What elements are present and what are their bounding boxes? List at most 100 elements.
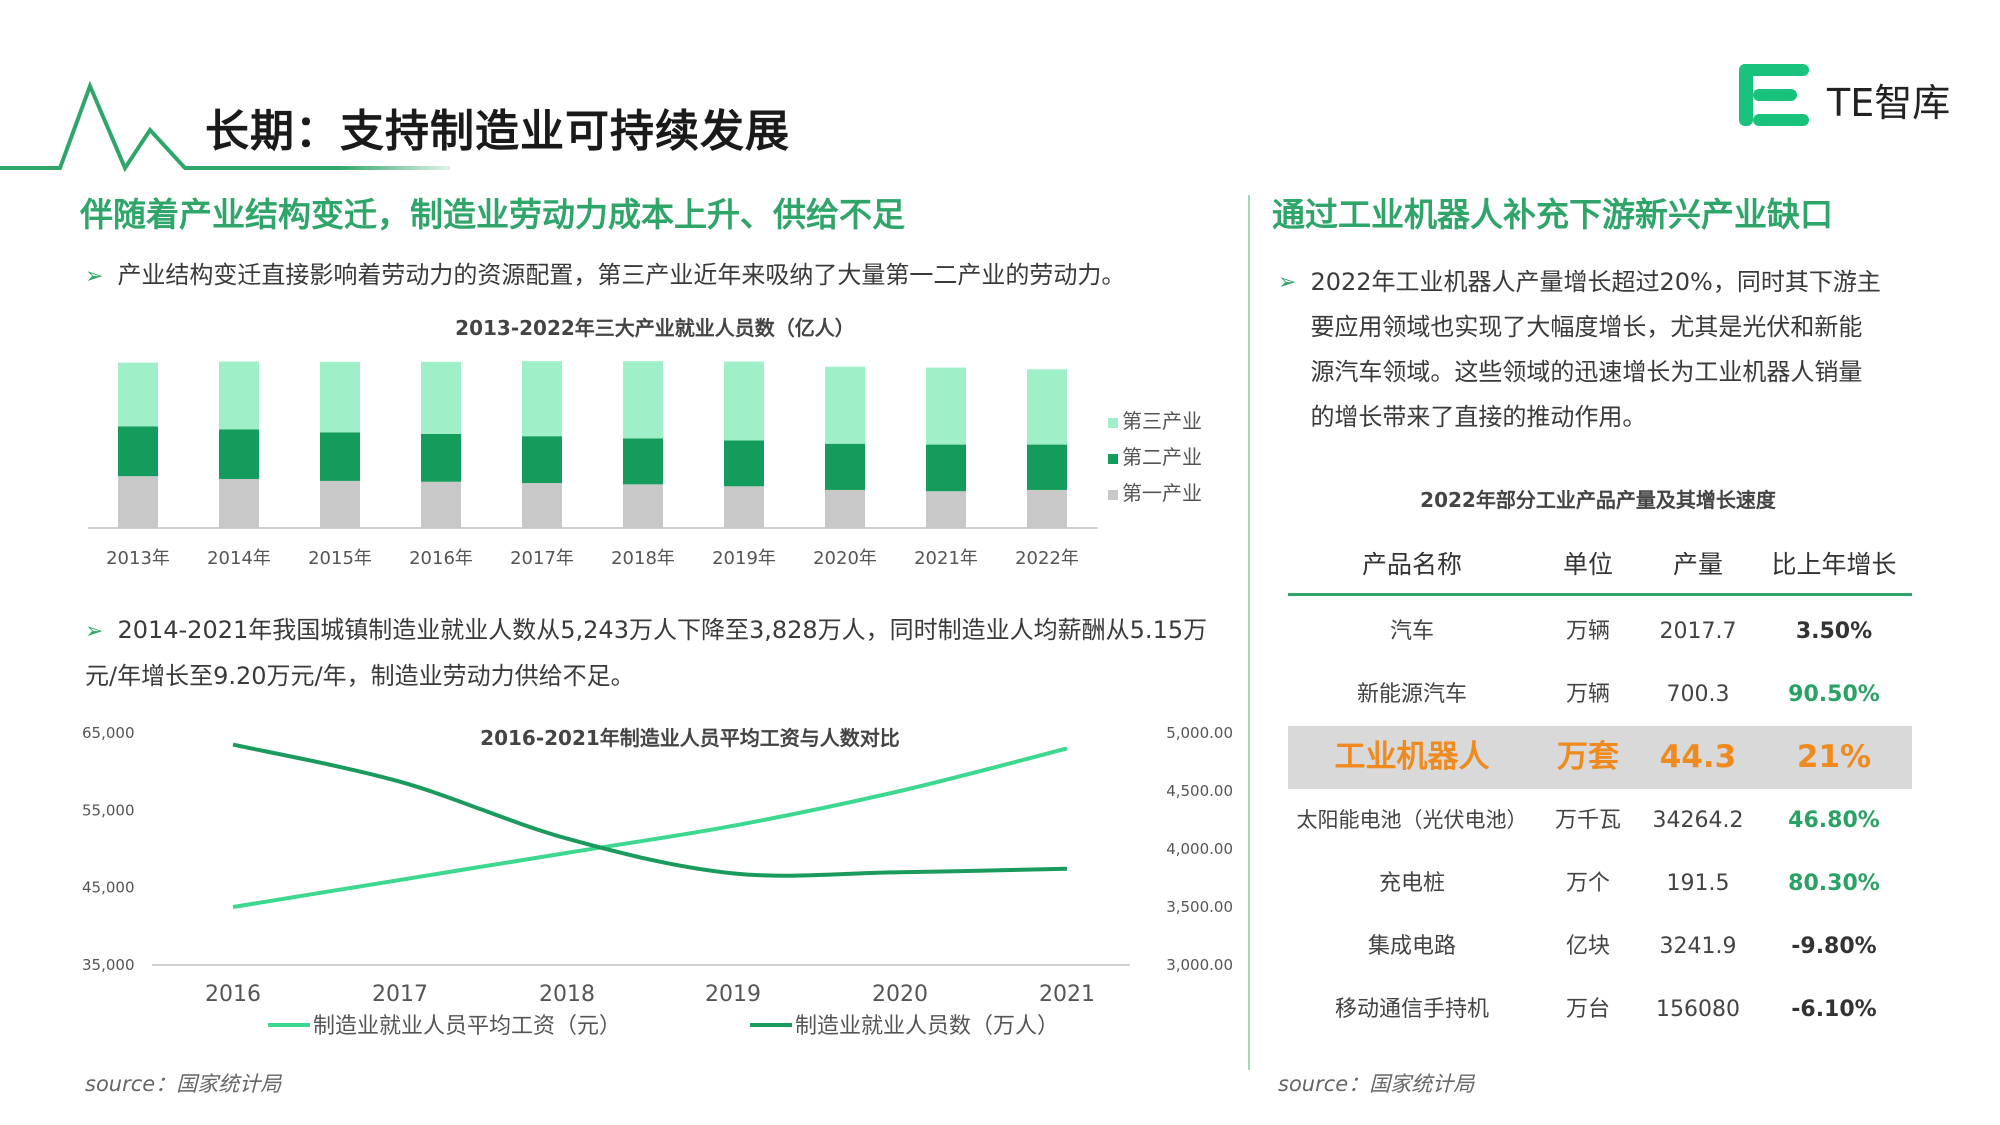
table-header-rule — [1288, 593, 1912, 596]
bar-x-tick-label: 2015年 — [308, 548, 372, 569]
table-cell-name: 工业机器人 — [1334, 739, 1490, 775]
right-bullet-1-text: 2022年工业机器人产量增长超过20%，同时其下游主要应用领域也实现了大幅度增长… — [1310, 268, 1881, 431]
bar-segment — [522, 436, 562, 484]
table-cell-output: 2017.7 — [1659, 619, 1737, 644]
bar-segment — [118, 362, 158, 427]
table-row: 集成电路 亿块 3241.9 -9.80% — [1288, 915, 1912, 978]
right-source: source：国家统计局 — [1278, 1072, 1475, 1096]
bar-x-tick-label: 2020年 — [813, 548, 877, 569]
table-cell-name: 集成电路 — [1367, 934, 1456, 959]
y-right-tick-label: 4,500.00 — [1166, 782, 1233, 800]
table-cell-unit: 万套 — [1557, 739, 1619, 775]
bar-segment — [926, 367, 966, 445]
table-body: 汽车 万辆 2017.7 3.50% 新能源汽车 万辆 700.3 90.50% 工业机器人 万套… — [1288, 600, 1912, 1040]
table-header-growth: 比上年增长 — [1771, 550, 1897, 579]
stacked-bar-chart: 2013年 2014年 2015年 2016年 2017年 2018年 2019年 2020年… — [88, 361, 1202, 569]
bar-x-tick-label: 2017年 — [510, 548, 574, 569]
bar-segment — [219, 361, 259, 430]
table-header-name: 产品名称 — [1361, 550, 1462, 579]
left-bullet-1: ➢ 产业结构变迁直接影响着劳动力的资源配置，第三产业近年来吸纳了大量第一二产业的劳… — [85, 253, 1235, 299]
table-cell-output: 156080 — [1656, 997, 1740, 1022]
y-right-tick-label: 5,000.00 — [1166, 724, 1233, 742]
bar-x-tick-label: 2016年 — [409, 548, 473, 569]
table-cell-output: 700.3 — [1666, 682, 1730, 707]
table-cell-unit: 万台 — [1565, 997, 1610, 1022]
y-right-tick-label: 4,000.00 — [1166, 840, 1233, 858]
left-source: source：国家统计局 — [85, 1072, 282, 1096]
table-cell-growth: 3.50% — [1795, 619, 1873, 644]
table-cell-name: 新能源汽车 — [1356, 682, 1467, 707]
legend-swatch — [1108, 418, 1118, 428]
table-cell-growth: -6.10% — [1791, 997, 1877, 1022]
legend-swatch — [1108, 454, 1118, 464]
bar-segment — [825, 489, 865, 528]
line-x-tick-label: 2018 — [539, 982, 595, 1007]
table-cell-growth: 46.80% — [1788, 808, 1880, 833]
line-legend-label: 制造业就业人员平均工资（元） — [313, 1014, 621, 1039]
legend-swatch — [1108, 490, 1118, 500]
right-bullet-1: ➢ 2022年工业机器人产量增长超过20%，同时其下游主要应用领域也实现了大幅度增… — [1278, 260, 1908, 440]
bar-segment — [118, 476, 158, 528]
y-left-tick-label: 35,000 — [82, 956, 135, 974]
table-header-output: 产量 — [1672, 550, 1723, 579]
line-x-tick-label: 2016 — [205, 982, 261, 1007]
table-header: 产品名称 单位 产量 比上年增长 — [1288, 545, 1912, 595]
bullet-arrow-icon: ➢ — [1278, 270, 1297, 295]
bar-segment — [825, 366, 865, 444]
bar-segment — [421, 481, 461, 528]
bar-segment — [825, 443, 865, 490]
y-right-tick-label: 3,500.00 — [1166, 898, 1233, 916]
logo: TE智库 — [1735, 60, 1965, 130]
table-row: 太阳能电池（光伏电池） 万千瓦 34264.2 46.80% — [1288, 789, 1912, 852]
line-x-tick-label: 2017 — [372, 982, 428, 1007]
bar-segment — [724, 486, 764, 528]
bar-x-tick-label: 2019年 — [712, 548, 776, 569]
bar-chart-title: 2013-2022年三大产业就业人员数（亿人） — [455, 316, 855, 340]
bar-segment — [320, 480, 360, 528]
logo-icon — [1739, 64, 1809, 126]
bar-x-tick-label: 2018年 — [611, 548, 675, 569]
table-row: 工业机器人 万套 44.3 21% — [1288, 726, 1912, 789]
bar-segment — [623, 361, 663, 439]
bar-x-tick-label: 2022年 — [1015, 548, 1079, 569]
table-cell-unit: 万辆 — [1565, 682, 1610, 707]
column-divider — [1248, 195, 1250, 1070]
bullet-arrow-icon: ➢ — [85, 264, 104, 289]
table-cell-growth: 80.30% — [1788, 871, 1880, 896]
left-bullet-1-text: 产业结构变迁直接影响着劳动力的资源配置，第三产业近年来吸纳了大量第一二产业的劳动… — [117, 261, 1126, 289]
table-cell-unit: 万个 — [1565, 871, 1610, 896]
table-cell-output: 34264.2 — [1652, 808, 1744, 833]
page-title: 长期：支持制造业可持续发展 — [205, 106, 790, 157]
bar-segment — [1027, 489, 1067, 528]
dual-axis-line-chart: 65,000 55,000 45,000 35,000 5,000.00 4,500.00… — [82, 724, 1233, 1039]
table-row: 汽车 万辆 2017.7 3.50% — [1288, 600, 1912, 663]
bar-x-tick-label: 2013年 — [106, 548, 170, 569]
table-cell-growth: -9.80% — [1791, 934, 1877, 959]
table-cell-unit: 万千瓦 — [1554, 808, 1621, 833]
table-cell-unit: 万辆 — [1565, 619, 1610, 644]
left-section-heading: 伴随着产业结构变迁，制造业劳动力成本上升、供给不足 — [80, 195, 905, 234]
logo-text: TE智库 — [1827, 81, 1951, 125]
bar-segment — [1027, 444, 1067, 490]
table-cell-unit: 亿块 — [1565, 934, 1610, 959]
table-cell-output: 3241.9 — [1659, 934, 1737, 959]
table-cell-name: 汽车 — [1389, 619, 1434, 644]
bar-segment — [219, 478, 259, 528]
bar-segment — [522, 361, 562, 437]
series-line — [232, 742, 1068, 878]
table-row: 充电桩 万个 191.5 80.30% — [1288, 852, 1912, 915]
bar-segment — [522, 483, 562, 528]
table-row: 新能源汽车 万辆 700.3 90.50% — [1288, 663, 1912, 726]
bar-x-tick-label: 2014年 — [207, 548, 271, 569]
table-cell-output: 44.3 — [1659, 739, 1737, 775]
table-cell-output: 191.5 — [1666, 871, 1730, 896]
y-left-tick-label: 55,000 — [82, 801, 135, 819]
bar-segment — [320, 432, 360, 481]
y-right-tick-label: 3,000.00 — [1166, 956, 1233, 974]
right-section-heading: 通过工业机器人补充下游新兴产业缺口 — [1272, 195, 1833, 234]
bar-segment — [724, 440, 764, 487]
bar-segment — [623, 438, 663, 485]
bar-segment — [926, 491, 966, 528]
bullet-arrow-icon: ➢ — [85, 619, 104, 644]
bar-segment — [219, 429, 259, 479]
